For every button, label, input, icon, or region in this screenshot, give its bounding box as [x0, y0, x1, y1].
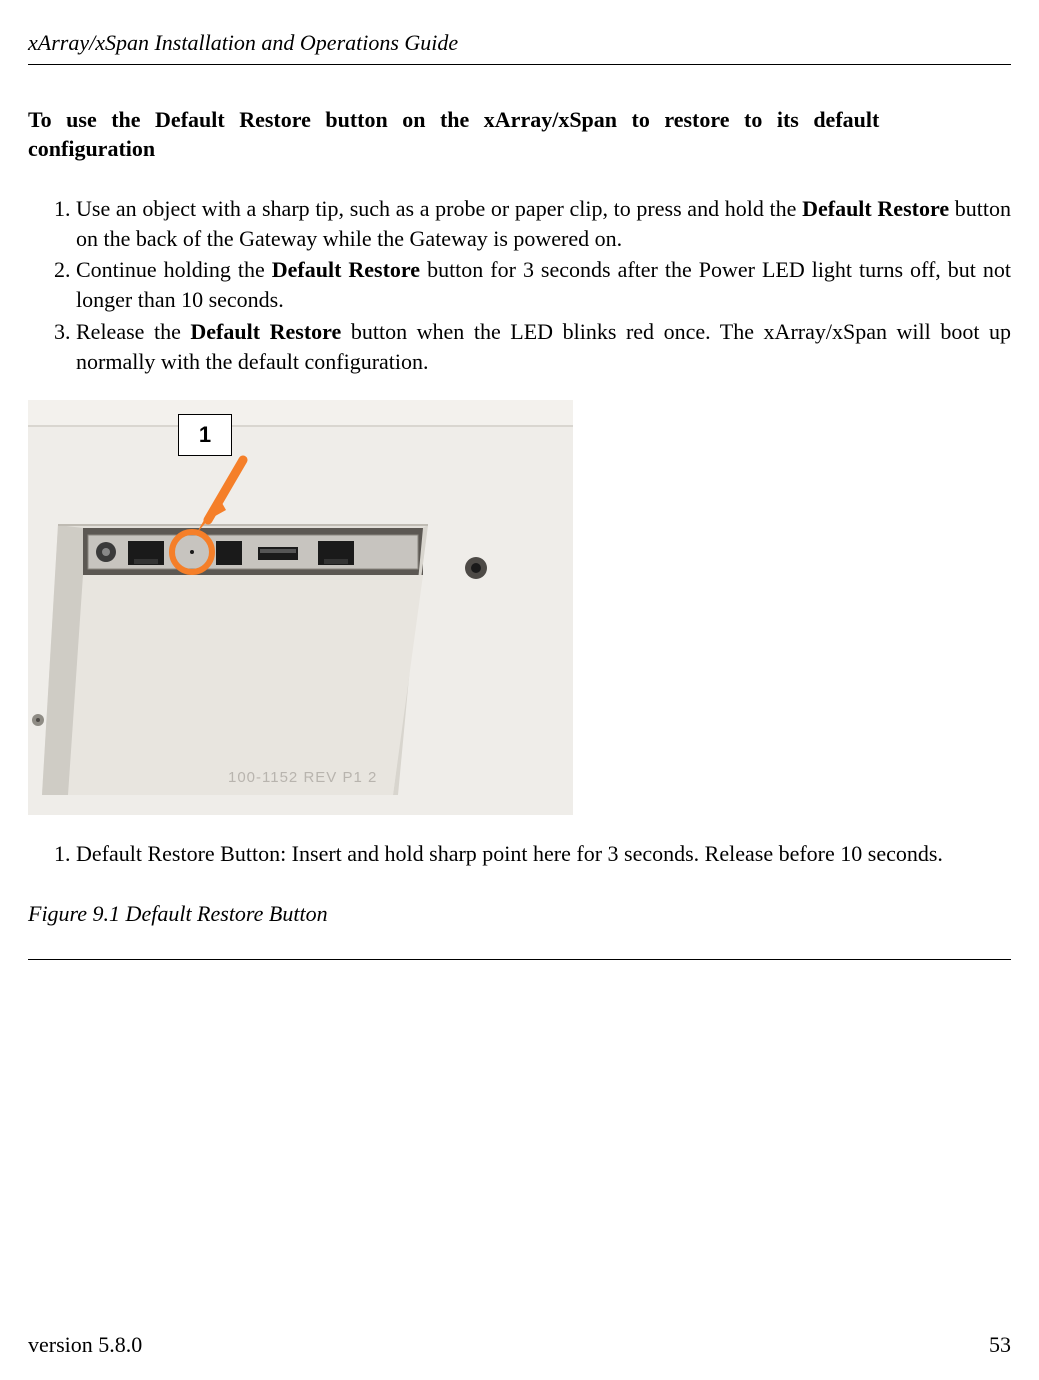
step-text-bold: Default Restore [190, 319, 341, 344]
document-header-title: xArray/xSpan Installation and Operations… [28, 28, 1011, 58]
step-item: Release the Default Restore button when … [76, 317, 1011, 376]
figure-legend-list: Default Restore Button: Insert and hold … [28, 839, 1011, 869]
legend-item: Default Restore Button: Insert and hold … [76, 839, 1011, 869]
document-page: xArray/xSpan Installation and Operations… [0, 0, 1039, 1380]
step-text-pre: Continue holding the [76, 257, 272, 282]
section-heading-line2: configuration [28, 136, 155, 161]
legend-text: Default Restore Button: Insert and hold … [76, 841, 943, 866]
step-item: Continue holding the Default Restore but… [76, 255, 1011, 314]
figure-svg: 100-1152 REV P1 2 [28, 400, 573, 815]
figure-photo: 100-1152 REV P1 2 1 [28, 400, 573, 815]
section-heading: To use the Default Restore button on the… [28, 105, 1011, 164]
figure-rev-text: 100-1152 REV P1 2 [228, 769, 377, 786]
page-footer: version 5.8.0 53 [28, 1330, 1011, 1360]
steps-list: Use an object with a sharp tip, such as … [28, 194, 1011, 376]
section-end-rule [28, 959, 1011, 960]
step-text-bold: Default Restore [272, 257, 420, 282]
footer-version: version 5.8.0 [28, 1330, 142, 1360]
header-rule [28, 64, 1011, 65]
figure-caption: Figure 9.1 Default Restore Button [28, 899, 1011, 929]
footer-page-number: 53 [989, 1330, 1011, 1360]
step-text-pre: Release the [76, 319, 190, 344]
step-text-bold: Default Restore [802, 196, 949, 221]
step-text-pre: Use an object with a sharp tip, such as … [76, 196, 802, 221]
figure-annotation-number: 1 [199, 420, 211, 450]
step-item: Use an object with a sharp tip, such as … [76, 194, 1011, 253]
figure-annotation-box: 1 [178, 414, 232, 456]
section-heading-line1: To use the Default Restore button on the… [28, 107, 879, 132]
